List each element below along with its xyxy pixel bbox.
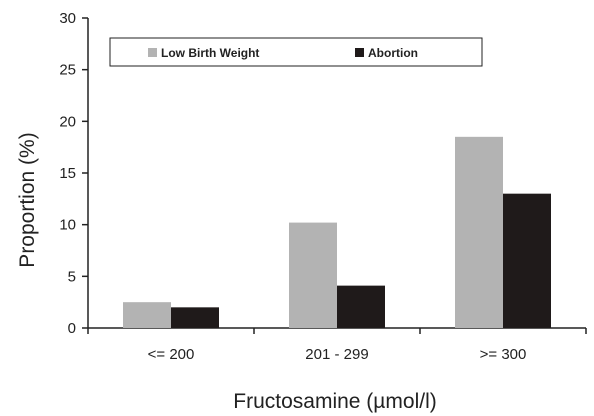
legend-label: Low Birth Weight [161, 46, 259, 60]
plot-area: 0 5 10 15 20 25 30 <= 200 201 - 299 >= 300 Low Bir… [59, 10, 587, 363]
bar [171, 307, 219, 328]
y-tick-label: 30 [59, 10, 76, 27]
x-tick-label: <= 200 [148, 346, 195, 363]
x-tick-label: >= 300 [480, 346, 527, 363]
y-tick-label: 25 [59, 62, 76, 79]
x-axis-title: Fructosamine (µmol/l) [233, 390, 436, 413]
bar [289, 222, 337, 328]
legend-label: Abortion [368, 46, 418, 60]
legend-box [109, 37, 483, 67]
y-tick-label: 5 [68, 268, 76, 285]
bar [337, 285, 385, 328]
y-tick-label: 0 [68, 320, 76, 337]
legend-swatch [355, 48, 364, 57]
y-axis-title: Proportion (%) [16, 132, 39, 267]
bar [503, 193, 551, 328]
y-tick-label: 15 [59, 165, 76, 182]
y-tick-label: 10 [59, 217, 76, 234]
bar [455, 136, 503, 328]
legend-swatch [148, 48, 157, 57]
bar [123, 302, 171, 328]
x-tick-label: 201 - 299 [305, 346, 368, 363]
y-tick-label: 20 [59, 113, 76, 130]
